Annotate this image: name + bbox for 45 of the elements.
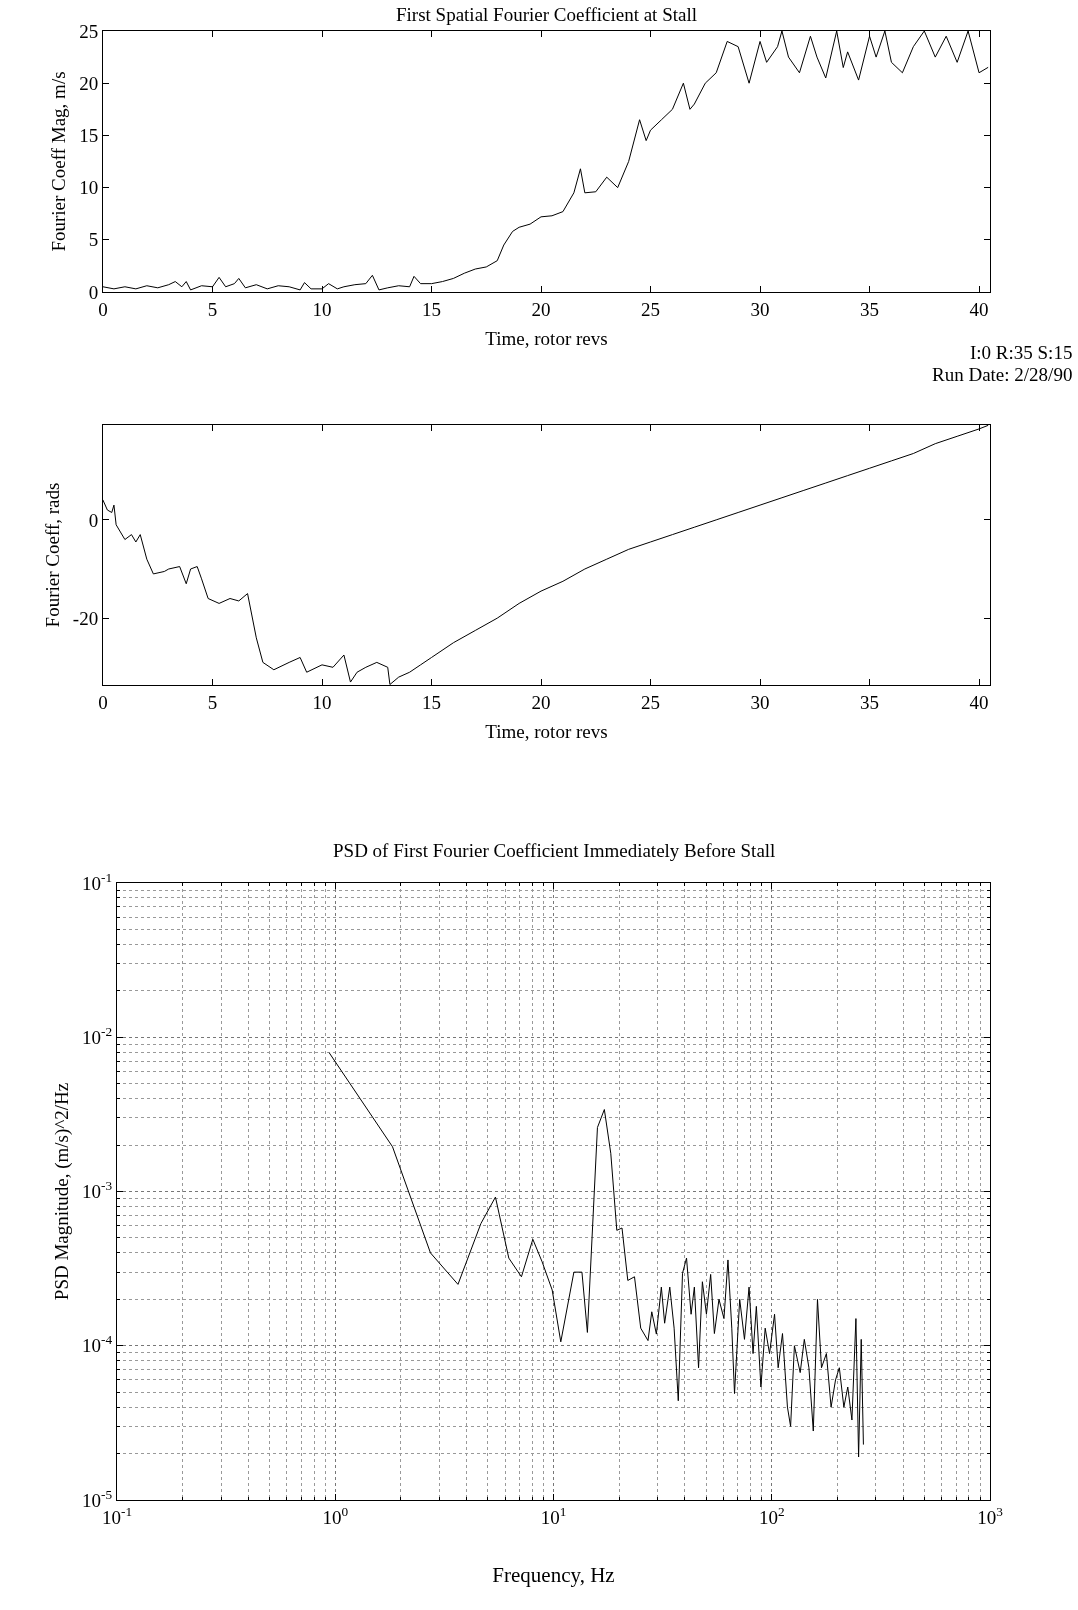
- x-tick-label: 10$^{2}$: [758, 1503, 785, 1528]
- x-axis-title: Frequency, Hz: [492, 1563, 615, 1587]
- y-tick-label: 10$^{-4}$: [82, 1332, 113, 1357]
- y-axis-title: Fourier Coeff Mag, m/s: [48, 71, 70, 252]
- x-tick-label: 40: [969, 691, 989, 713]
- x-tick-label: 30: [750, 691, 770, 713]
- x-axis-title: Time, rotor revs: [485, 720, 608, 742]
- line-series: [103, 31, 989, 291]
- x-tick-label: 30: [750, 298, 770, 320]
- line-series: [103, 425, 989, 685]
- x-tick-label: 20: [531, 691, 551, 713]
- text: I:0 R:35 S:15: [970, 342, 1073, 363]
- x-axis-title: Time, rotor revs: [485, 327, 608, 349]
- y-tick-label: 0: [88, 281, 99, 303]
- x-tick-label: 10$^{0}$: [322, 1503, 349, 1528]
- x-tick-label: 5: [207, 691, 218, 713]
- x-tick-label: 10$^{3}$: [977, 1503, 1004, 1528]
- y-tick-label: 20: [79, 72, 99, 94]
- x-tick-label: 10: [312, 298, 332, 320]
- x-tick-label: 10: [312, 691, 332, 713]
- x-tick-label: 10$^{1}$: [540, 1503, 567, 1528]
- y-tick-label: 5: [88, 229, 99, 251]
- chart-title: First Spatial Fourier Coefficient at Stall: [396, 4, 697, 25]
- x-tick-label: 15: [422, 691, 442, 713]
- y-tick-label: -20: [72, 607, 99, 629]
- y-tick-label: 10$^{-3}$: [82, 1178, 113, 1203]
- x-tick-label: 15: [422, 298, 442, 320]
- y-tick-label: 10$^{-5}$: [82, 1486, 113, 1511]
- x-tick-label: 35: [860, 691, 880, 713]
- x-tick-label: 25: [641, 298, 661, 320]
- x-tick-label: 25: [641, 691, 661, 713]
- y-tick-label: 0: [88, 509, 99, 531]
- y-tick-label: 25: [79, 20, 99, 42]
- y-tick-label: 15: [79, 125, 99, 147]
- x-tick-label: 40: [969, 298, 989, 320]
- y-axis-title: PSD Magnitude, (m/s)^2/Hz: [50, 1082, 73, 1301]
- y-axis-title: Fourier Coeff, rads: [41, 482, 63, 628]
- y-tick-label: 10: [79, 177, 99, 199]
- x-tick-label: 5: [207, 298, 218, 320]
- y-tick-label: 10$^{-1}$: [82, 869, 113, 894]
- text: Run Date: 2/28/90: [932, 364, 1073, 385]
- chart-title: PSD of First Fourier Coefficient Immediately Before Stall: [333, 840, 776, 861]
- x-tick-label: 35: [860, 298, 880, 320]
- x-tick-label: 20: [531, 298, 551, 320]
- y-tick-label: 10$^{-2}$: [82, 1023, 113, 1048]
